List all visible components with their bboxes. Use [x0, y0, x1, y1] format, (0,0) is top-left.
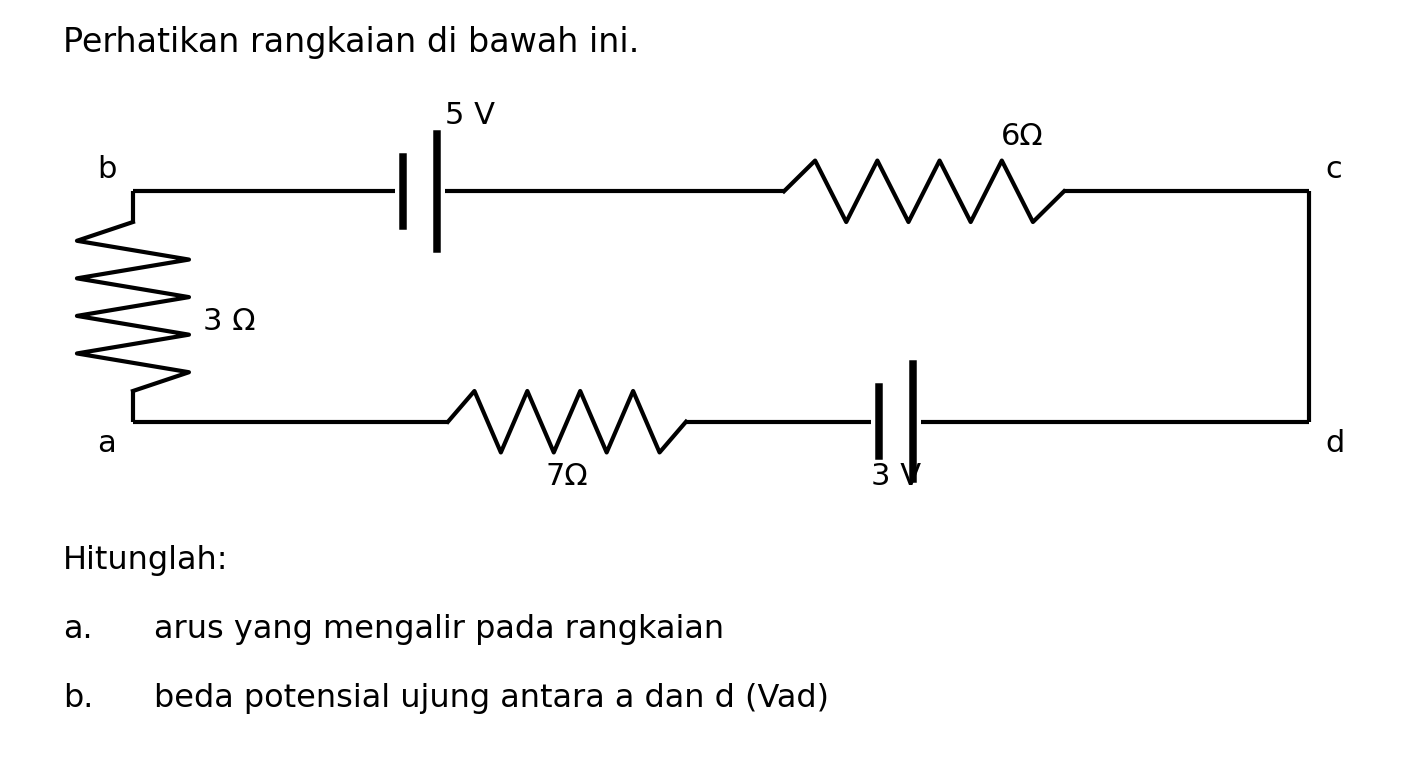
Text: beda potensial ujung antara a dan d (Vad): beda potensial ujung antara a dan d (Vad… [154, 683, 829, 714]
Text: b: b [96, 155, 116, 184]
Text: a.: a. [64, 614, 92, 644]
Text: Perhatikan rangkaian di bawah ini.: Perhatikan rangkaian di bawah ini. [64, 26, 639, 59]
Text: 5 V: 5 V [445, 101, 495, 130]
Text: d: d [1326, 429, 1345, 458]
Text: b.: b. [64, 683, 93, 714]
Text: a: a [98, 429, 116, 458]
Text: arus yang mengalir pada rangkaian: arus yang mengalir pada rangkaian [154, 614, 724, 644]
Text: 3 V: 3 V [871, 461, 921, 490]
Text: c: c [1326, 155, 1343, 184]
Text: 7Ω: 7Ω [546, 461, 588, 490]
Text: 3 Ω: 3 Ω [204, 307, 256, 336]
Text: Hitunglah:: Hitunglah: [64, 544, 229, 576]
Text: 6Ω: 6Ω [1001, 122, 1044, 152]
